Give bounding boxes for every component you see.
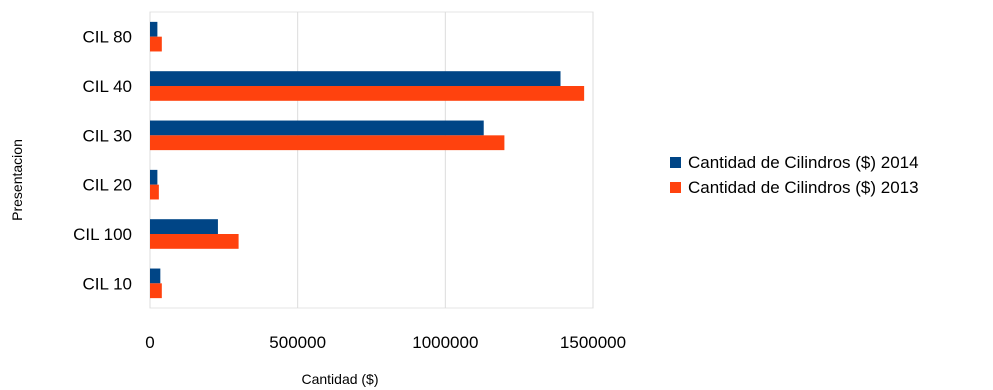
bar xyxy=(150,36,162,52)
gridlines xyxy=(149,12,594,308)
bar xyxy=(150,268,161,284)
bar xyxy=(150,283,162,299)
x-axis-ticks: 0 500000 1000000 1500000 xyxy=(145,333,626,352)
legend-swatch-2013 xyxy=(670,182,681,193)
bar xyxy=(150,219,218,234)
y-tick-label: CIL 80 xyxy=(83,28,132,47)
bar xyxy=(150,71,561,86)
y-tick-label: CIL 30 xyxy=(83,126,132,145)
x-tick-label: 1500000 xyxy=(560,333,626,352)
bar xyxy=(150,184,159,200)
plot-area xyxy=(149,11,594,309)
legend-item-2014: Cantidad de Cilindros ($) 2014 xyxy=(670,150,919,175)
bar xyxy=(150,86,585,101)
bar xyxy=(150,169,158,185)
y-tick-label: CIL 40 xyxy=(83,77,132,96)
y-tick-label: CIL 20 xyxy=(83,176,132,195)
y-axis-ticks: CIL 10 CIL 100 CIL 20 CIL 30 CIL 40 CIL 80 xyxy=(73,28,132,294)
legend-swatch-2014 xyxy=(670,157,681,168)
legend-label-2014: Cantidad de Cilindros ($) 2014 xyxy=(688,152,919,172)
x-axis-title: Cantidad ($) xyxy=(301,371,378,387)
legend: Cantidad de Cilindros ($) 2014 Cantidad … xyxy=(670,150,919,200)
bar xyxy=(150,135,505,151)
y-axis-title: Presentacion xyxy=(9,139,25,221)
x-tick-label: 0 xyxy=(145,333,154,352)
x-tick-label: 500000 xyxy=(269,333,326,352)
legend-label-2013: Cantidad de Cilindros ($) 2013 xyxy=(688,177,919,197)
plot-frame xyxy=(149,11,594,309)
bar xyxy=(150,234,239,249)
legend-item-2013: Cantidad de Cilindros ($) 2013 xyxy=(670,175,919,200)
y-tick-label: CIL 10 xyxy=(83,274,132,293)
y-tick-label: CIL 100 xyxy=(73,225,132,244)
x-tick-label: 1000000 xyxy=(412,333,478,352)
bar xyxy=(150,120,484,136)
bar xyxy=(150,21,158,37)
bars xyxy=(150,21,585,299)
